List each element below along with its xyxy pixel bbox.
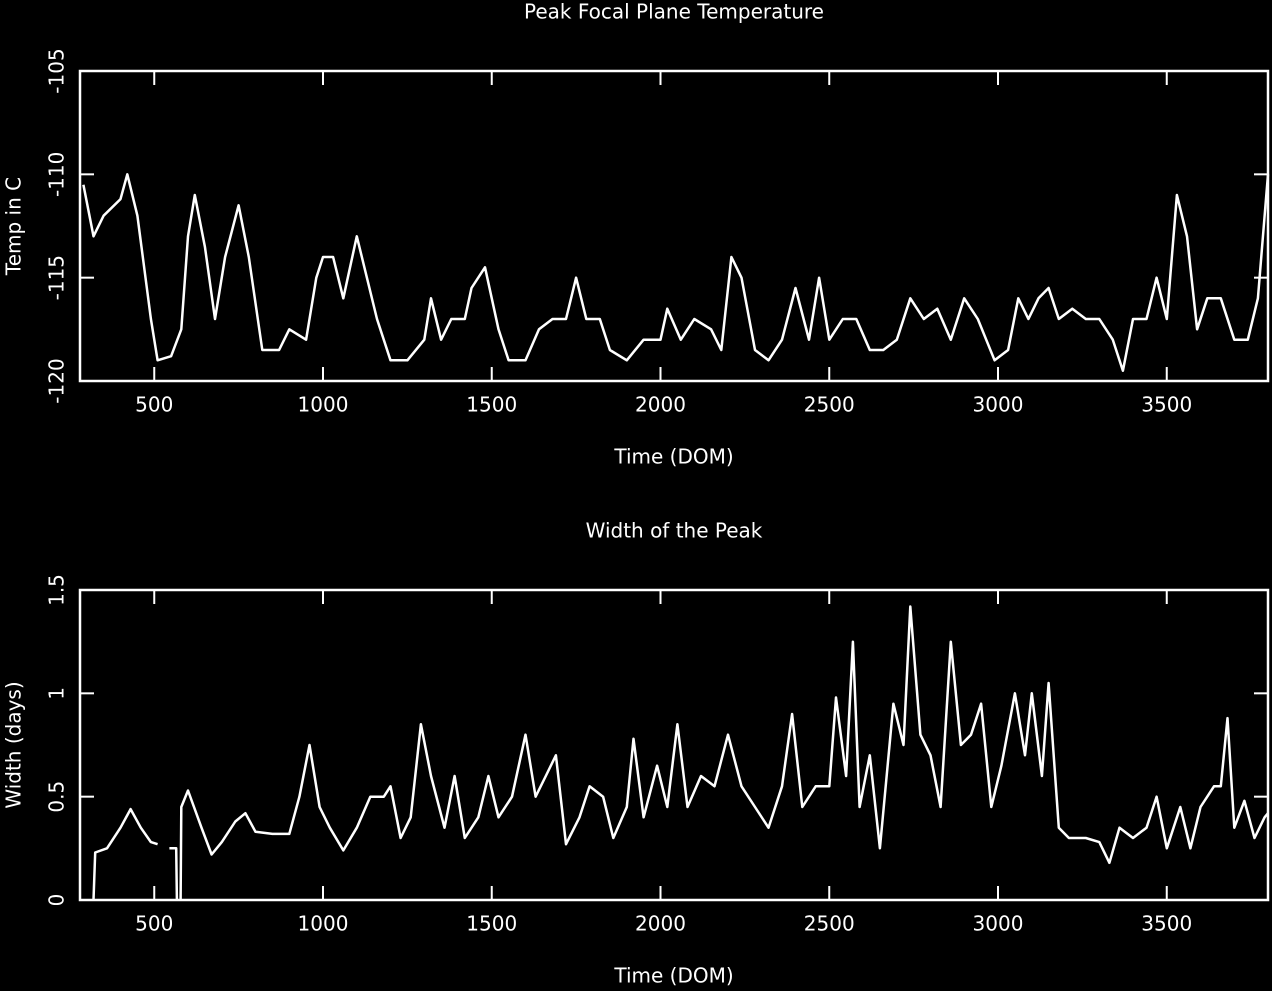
y-tick-label: 1 [45, 687, 69, 700]
x-tick-label: 1500 [466, 912, 517, 936]
x-tick-label: 500 [135, 393, 173, 417]
y-tick-label: -120 [45, 358, 69, 403]
y-tick-label: 0 [45, 894, 69, 907]
x-tick-label: 3000 [973, 393, 1024, 417]
x-tick-label: 2000 [635, 912, 686, 936]
y-tick-label: 1.5 [45, 574, 69, 606]
chart-title: Width of the Peak [586, 519, 763, 543]
y-tick-label: -115 [45, 255, 69, 300]
x-tick-label: 3000 [973, 912, 1024, 936]
data-line [92, 807, 158, 901]
x-tick-label: 3500 [1141, 912, 1192, 936]
y-axis-label: Width (days) [2, 681, 26, 808]
x-tick-label: 1000 [298, 912, 349, 936]
chart-title: Peak Focal Plane Temperature [524, 0, 824, 24]
x-tick-label: 500 [135, 912, 173, 936]
x-tick-label: 3500 [1141, 393, 1192, 417]
y-tick-label: 0.5 [45, 781, 69, 813]
x-axis-label: Time (DOM) [613, 964, 733, 988]
data-line [179, 605, 1269, 901]
x-axis-label: Time (DOM) [613, 445, 733, 469]
y-axis-label: Temp in C [2, 177, 26, 276]
y-tick-label: -110 [45, 152, 69, 197]
y-tick-label: -105 [45, 48, 69, 93]
data-line [169, 847, 179, 901]
x-tick-label: 2500 [804, 912, 855, 936]
plot-frame [78, 588, 1270, 902]
data-line [82, 173, 1270, 372]
x-tick-label: 1000 [298, 393, 349, 417]
x-tick-label: 2000 [635, 393, 686, 417]
x-tick-label: 1500 [466, 393, 517, 417]
plot-frame [78, 69, 1270, 383]
x-tick-label: 2500 [804, 393, 855, 417]
